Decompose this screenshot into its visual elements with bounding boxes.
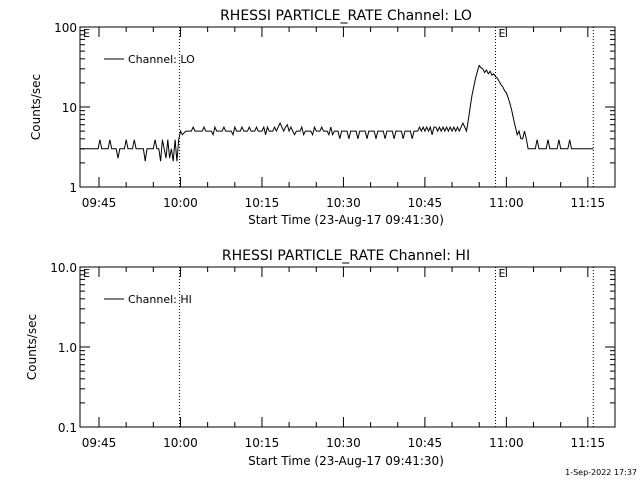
x-tick-label: 11:00 xyxy=(489,436,524,450)
chart-panel-hi: RHESSI PARTICLE_RATE Channel: HI 0.1 1.0 1… xyxy=(25,248,616,468)
y-axis-label: Counts/sec xyxy=(25,314,39,380)
event-marker-label: E xyxy=(83,27,90,40)
plot-area: 1 10 100 09:45 10:00 10:15 10:30 10:45 11:00 11:1… xyxy=(54,21,616,210)
x-tick-label: 11:15 xyxy=(571,436,606,450)
x-tick-label: 10:45 xyxy=(408,436,443,450)
x-tick-label: 11:15 xyxy=(571,196,606,210)
x-tick-label: 09:45 xyxy=(82,196,117,210)
chart-title: RHESSI PARTICLE_RATE Channel: LO xyxy=(220,8,472,24)
x-tick-label: 11:00 xyxy=(489,196,524,210)
legend-label: Channel: LO xyxy=(128,53,195,66)
x-tick-label: 09:45 xyxy=(82,436,117,450)
plot-frame xyxy=(79,266,616,428)
y-tick-label: 100 xyxy=(54,21,77,35)
chart-panel-lo: RHESSI PARTICLE_RATE Channel: LO 1 10 100 0… xyxy=(29,8,616,227)
chart-title: RHESSI PARTICLE_RATE Channel: HI xyxy=(222,248,470,264)
event-marker-label: E xyxy=(83,267,90,280)
event-marker-label: E xyxy=(499,27,506,40)
x-axis-label: Start Time (23-Aug-17 09:41:30) xyxy=(248,454,444,468)
x-tick-label: 10:30 xyxy=(326,436,361,450)
x-tick-label: 10:00 xyxy=(163,436,198,450)
plot-frame xyxy=(79,26,616,188)
event-marker-label: E xyxy=(499,267,506,280)
legend-label: Channel: HI xyxy=(128,293,192,306)
y-tick-label: 1.0 xyxy=(58,341,77,355)
y-tick-label: 1 xyxy=(69,181,77,195)
x-axis-label: Start Time (23-Aug-17 09:41:30) xyxy=(248,213,444,227)
series-line xyxy=(80,64,594,162)
x-tick-label: 10:00 xyxy=(163,196,198,210)
y-axis-label: Counts/sec xyxy=(29,74,43,140)
plot-area: 0.1 1.0 10.0 09:45 10:00 10:15 10:30 10:45 11:00… xyxy=(50,261,616,450)
x-tick-label: 10:15 xyxy=(245,196,280,210)
y-tick-label: 10.0 xyxy=(50,261,77,275)
y-tick-label: 10 xyxy=(62,101,77,115)
x-tick-label: 10:15 xyxy=(245,436,280,450)
legend: Channel: HI xyxy=(104,293,192,306)
y-tick-label: 0.1 xyxy=(58,421,77,435)
legend: Channel: LO xyxy=(104,53,195,66)
footer-timestamp: 1-Sep-2022 17:37 xyxy=(565,468,637,477)
x-tick-label: 10:30 xyxy=(326,196,361,210)
x-tick-label: 10:45 xyxy=(408,196,443,210)
